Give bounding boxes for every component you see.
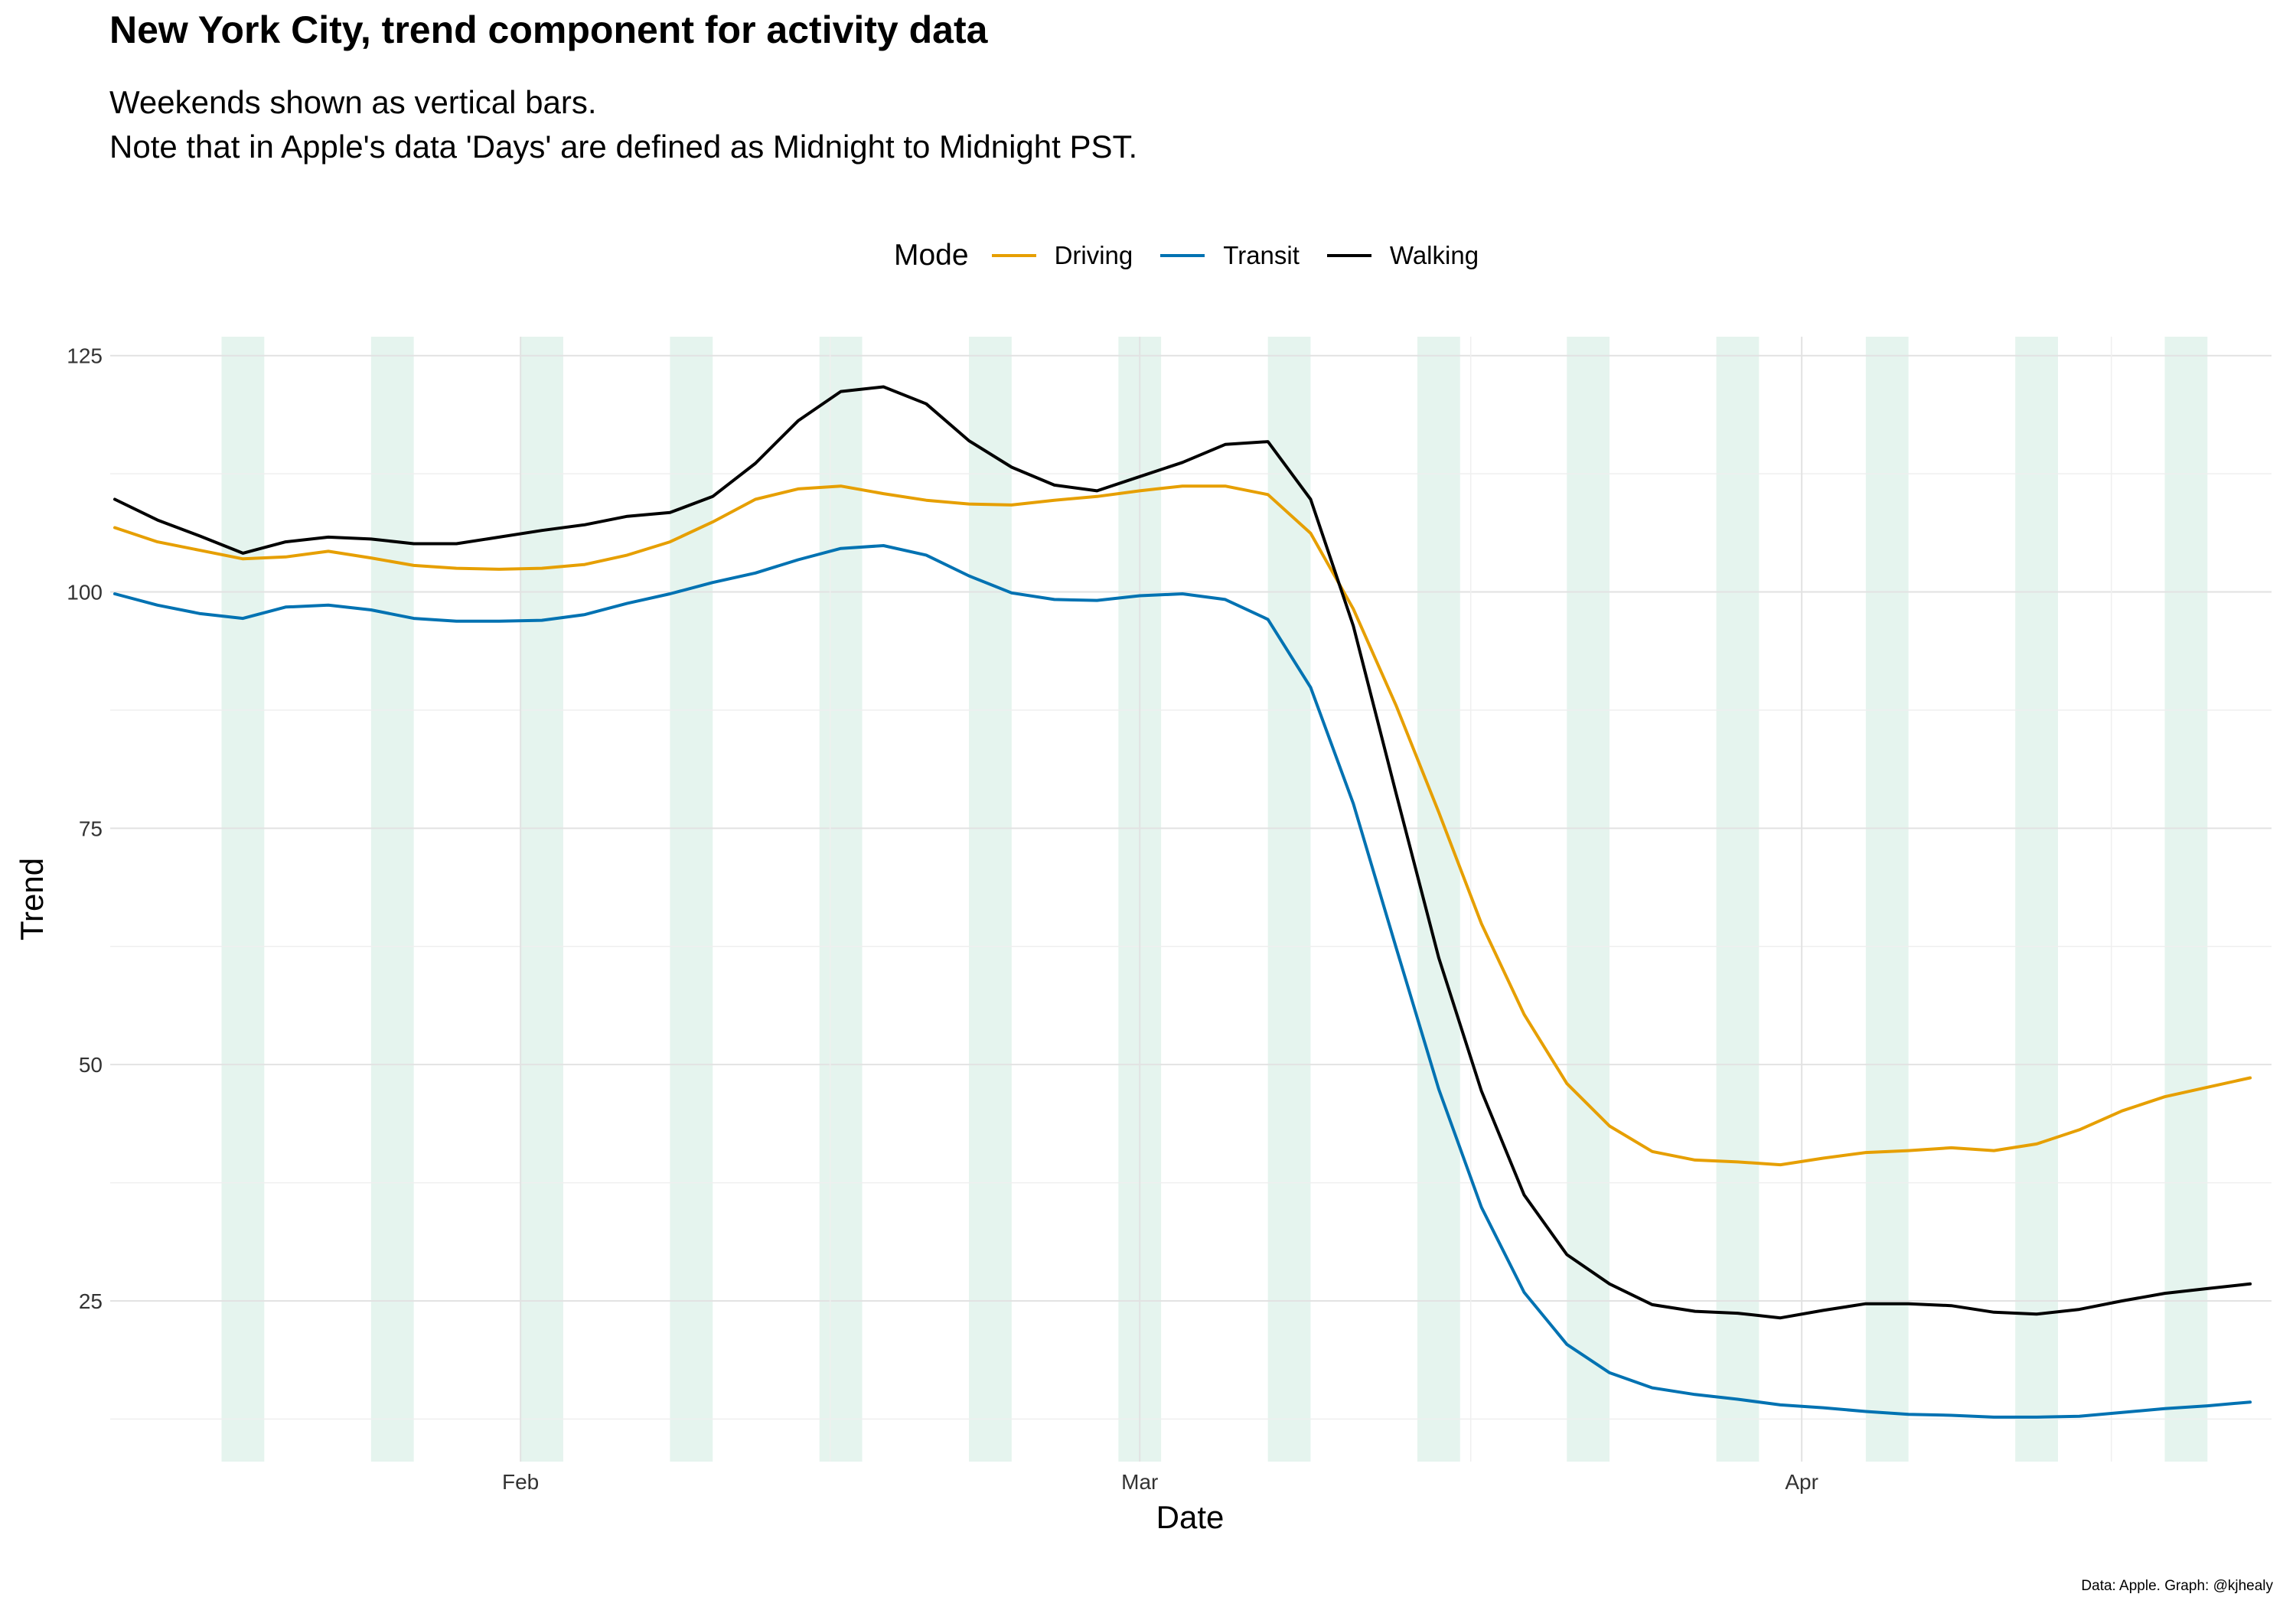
legend-item-transit: Transit xyxy=(1160,241,1300,270)
legend-item-walking: Walking xyxy=(1326,241,1479,270)
y-tick-label-25: 25 xyxy=(79,1289,103,1313)
legend-key-transit xyxy=(1160,254,1205,257)
series-line-transit xyxy=(113,544,2252,1419)
y-axis-title: Trend xyxy=(14,858,50,940)
legend-title: Mode xyxy=(894,239,969,272)
legend-item-driving: Driving xyxy=(991,241,1133,270)
legend: Mode Driving Transit Walking xyxy=(894,239,1506,272)
x-tick-label-feb: Feb xyxy=(502,1470,539,1494)
weekend-bar-8 xyxy=(1267,337,1311,1462)
series-line-walking xyxy=(113,385,2252,1320)
chart-title: New York City, trend component for activ… xyxy=(109,8,988,51)
y-tick-label-125: 125 xyxy=(67,344,103,368)
weekend-bar-3 xyxy=(520,337,563,1462)
series-line-driving xyxy=(113,484,2252,1167)
weekend-bar-12 xyxy=(1865,337,1909,1462)
y-tick-label-75: 75 xyxy=(79,817,103,840)
legend-key-walking xyxy=(1326,254,1371,257)
y-tick-label-50: 50 xyxy=(79,1053,103,1077)
weekend-bar-11 xyxy=(1716,337,1760,1462)
chart-subtitle-line-1: Weekends shown as vertical bars. xyxy=(109,84,597,120)
y-tick-label-100: 100 xyxy=(67,581,103,605)
x-tick-label-apr: Apr xyxy=(1785,1470,1818,1494)
legend-key-driving xyxy=(991,254,1036,257)
weekend-bars xyxy=(221,337,2208,1462)
gridlines xyxy=(110,337,2272,1462)
weekend-bar-6 xyxy=(969,337,1012,1462)
weekend-bar-10 xyxy=(1567,337,1610,1462)
weekend-bar-2 xyxy=(370,337,414,1462)
series-lines xyxy=(113,385,2252,1419)
legend-label-transit: Transit xyxy=(1223,241,1300,269)
legend-label-driving: Driving xyxy=(1054,241,1133,269)
chart-caption: Data: Apple. Graph: @kjhealy xyxy=(2081,1578,2273,1594)
x-axis-title: Date xyxy=(1156,1499,1225,1535)
chart-subtitle-line-2: Note that in Apple's data 'Days' are def… xyxy=(109,129,1138,165)
weekend-bar-14 xyxy=(2164,337,2208,1462)
x-tick-label-mar: Mar xyxy=(1121,1470,1158,1494)
weekend-bar-13 xyxy=(2015,337,2058,1462)
weekend-bar-1 xyxy=(221,337,265,1462)
legend-label-walking: Walking xyxy=(1389,241,1479,269)
weekend-bar-5 xyxy=(819,337,863,1462)
tick-labels: 25 50 75 100 125 Feb Mar Apr xyxy=(67,344,1818,1494)
